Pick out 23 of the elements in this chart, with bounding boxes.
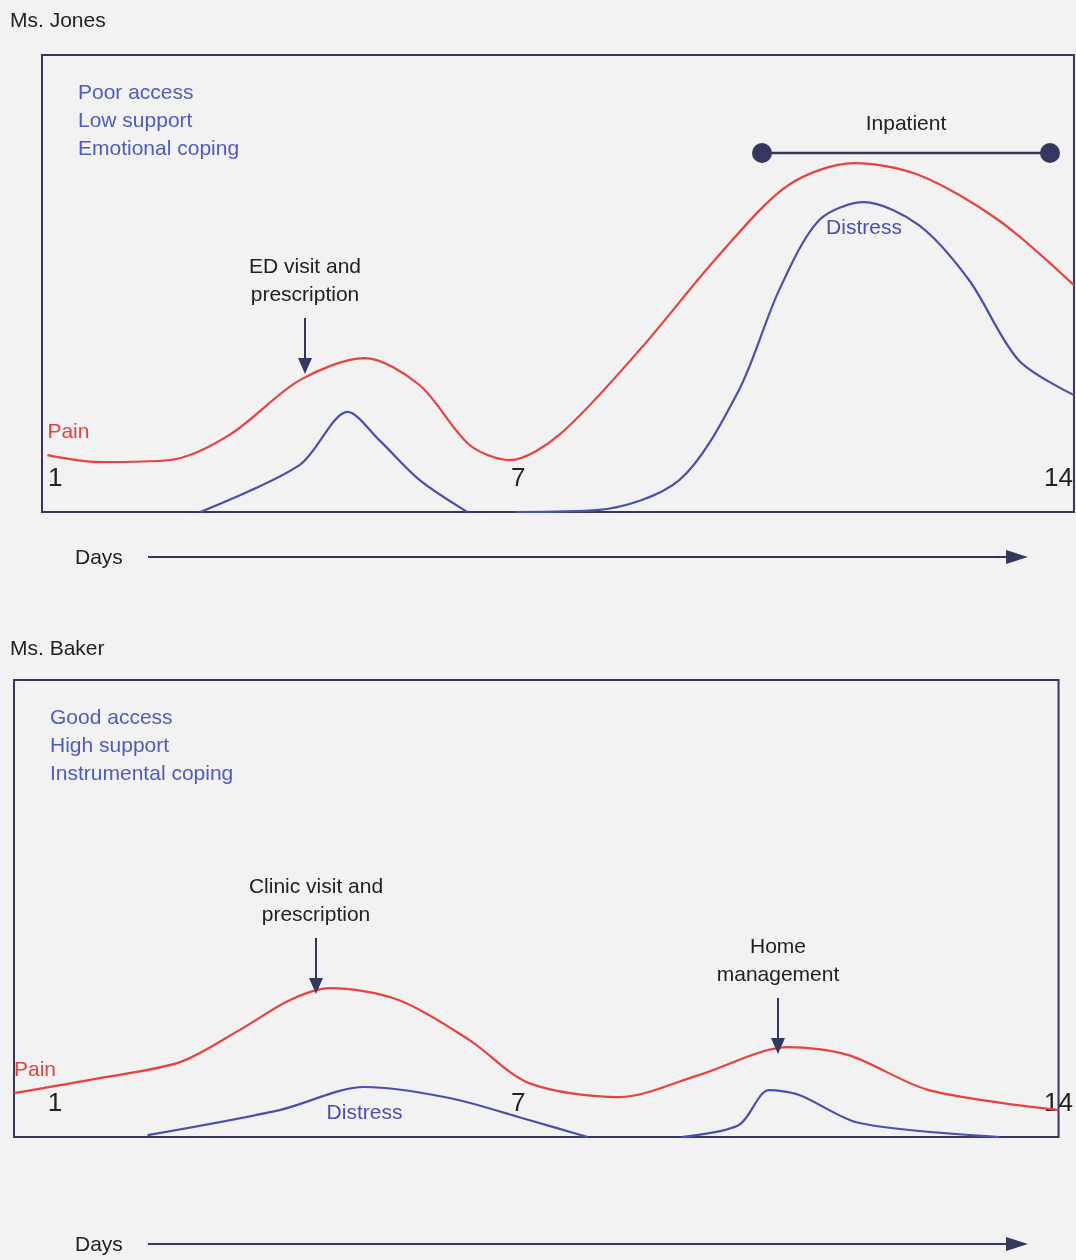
text: Home management xyxy=(715,933,841,987)
series-label: Pain xyxy=(47,419,90,443)
x-tick-label: 14 xyxy=(1044,462,1073,492)
x-tick-label: 7 xyxy=(510,1087,526,1117)
x-tick-label: 1 xyxy=(47,462,63,492)
series-label: Distress xyxy=(326,1099,403,1123)
text: Inpatient xyxy=(864,110,948,136)
x-axis-title: Days xyxy=(75,545,123,569)
text: Good access xyxy=(50,704,173,728)
x-axis-title: Days xyxy=(75,1232,123,1256)
annotation: ED visit and prescription xyxy=(247,253,362,307)
text: High support xyxy=(50,732,170,756)
x-tick-label: 7 xyxy=(511,462,526,492)
text: Poor access xyxy=(78,79,194,103)
chart-title: Ms. Jones xyxy=(10,8,106,32)
text: Emotional coping xyxy=(78,135,240,159)
series-label: Distress xyxy=(826,215,902,239)
text: Instrumental coping xyxy=(50,760,234,784)
series-label: Pain xyxy=(14,1057,57,1081)
text: Clinic visit and prescription xyxy=(247,873,385,927)
x-tick-label: 1 xyxy=(47,1087,63,1117)
chart-title: Ms. Baker xyxy=(10,636,105,660)
text: Low support xyxy=(78,107,193,131)
